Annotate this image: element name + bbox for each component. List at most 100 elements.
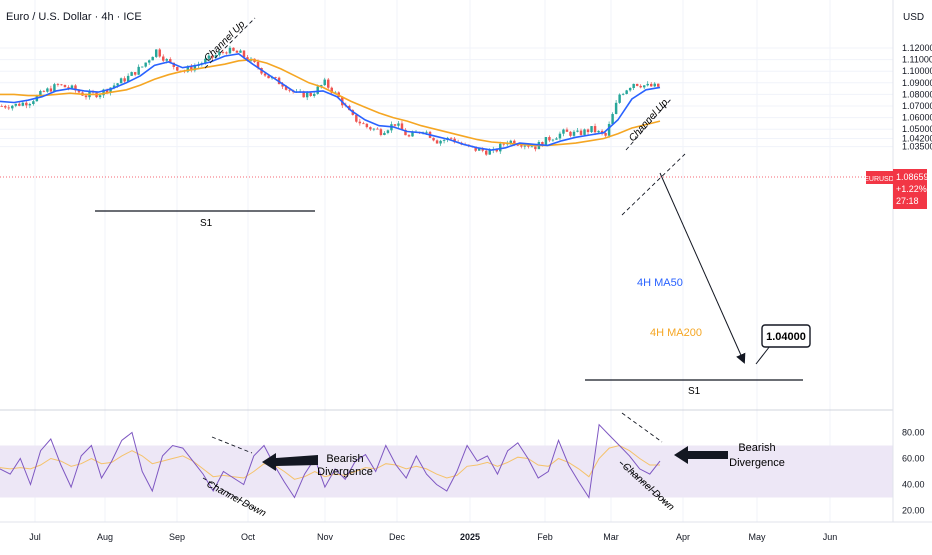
time-tick-label: May <box>748 532 766 542</box>
projection-arrow <box>659 172 746 364</box>
candle-body <box>453 138 456 143</box>
candle-body <box>323 79 326 86</box>
candle-body <box>39 91 42 96</box>
candle-body <box>4 106 7 108</box>
time-tick-label: Aug <box>97 532 113 542</box>
candle-body <box>288 89 291 91</box>
candle-body <box>284 86 288 90</box>
ma200-label: 4H MA200 <box>650 327 702 339</box>
channel-up-1-top <box>204 17 256 69</box>
candle-body <box>649 83 653 87</box>
price-tag-countdown: 27:18 <box>896 196 919 206</box>
rsi-line <box>0 423 661 499</box>
candle-body <box>105 89 109 93</box>
candle-body <box>46 88 49 92</box>
bearish-arrow-2 <box>674 446 728 464</box>
time-tick-label: Sep <box>169 532 185 542</box>
candle-body <box>162 56 165 61</box>
candle-body <box>126 75 130 82</box>
candle-body <box>527 145 530 147</box>
candle-body <box>400 123 404 130</box>
candle-body <box>372 128 376 130</box>
candle-body <box>319 85 323 87</box>
target-callout-label: 1.04000 <box>766 331 806 343</box>
rsi-tick-label: 40.00 <box>902 480 925 490</box>
candle-body <box>84 95 88 98</box>
candle-body <box>379 129 383 135</box>
candle-body <box>432 137 435 141</box>
candle-body <box>621 93 625 95</box>
candle-body <box>576 130 579 132</box>
candle-body <box>211 55 214 58</box>
candle-body <box>116 83 119 86</box>
candle-body <box>484 150 488 155</box>
candle-body <box>646 83 649 86</box>
candle-body <box>42 91 46 92</box>
rsi-tick-label: 60.00 <box>902 454 925 464</box>
candle-body <box>25 102 28 106</box>
candle-body <box>133 72 137 75</box>
candle-body <box>176 66 179 71</box>
candle-body <box>21 102 25 106</box>
candle-body <box>565 129 569 132</box>
candle-body <box>214 55 218 58</box>
time-tick-label: 2025 <box>460 532 480 542</box>
time-tick-label: Nov <box>317 532 334 542</box>
currency-label[interactable]: USD <box>903 12 924 23</box>
candle-body <box>53 84 56 92</box>
bearish-2-line2: Divergence <box>729 457 785 469</box>
bearish-1-line1: Bearish <box>326 453 363 465</box>
candle-body <box>404 129 407 136</box>
candle-body <box>28 103 32 106</box>
rsi-band <box>0 445 893 498</box>
price-tick-label: 1.04200 <box>902 133 932 143</box>
target-callout-box <box>761 324 811 348</box>
bearish-arrow-1 <box>262 453 318 471</box>
price-tag-symbol-bg <box>866 171 893 184</box>
candle-body <box>411 132 414 137</box>
rsi-axis: 80.00 60.00 40.00 20.00 <box>902 428 925 516</box>
price-tick-label: 1.09000 <box>902 78 932 88</box>
ma50-line <box>0 52 661 151</box>
candle-body <box>530 146 534 148</box>
candle-body <box>102 89 105 96</box>
time-tick-label: Oct <box>241 532 256 542</box>
candle-body <box>383 132 386 135</box>
price-tag-symbol: EURUSD <box>864 176 894 183</box>
candle-body <box>593 126 597 133</box>
candle-body <box>625 90 628 94</box>
candle-body <box>477 148 481 151</box>
candle-body <box>7 107 11 109</box>
candle-body <box>369 127 372 130</box>
candle-body <box>499 143 502 152</box>
candle-body <box>190 66 193 71</box>
candle-body <box>327 79 330 88</box>
candle-body <box>435 140 439 144</box>
candle-body <box>407 135 411 137</box>
grid-layer <box>0 0 893 522</box>
candle-body <box>376 128 379 130</box>
candle-body <box>246 57 249 61</box>
price-tick-label: 1.11000 <box>902 55 932 65</box>
candle-body <box>204 58 207 64</box>
candle-body <box>548 137 551 141</box>
candle-body <box>555 138 558 140</box>
candle-body <box>60 84 63 86</box>
ma50-label: 4H MA50 <box>637 277 683 289</box>
channel-up-2-top <box>625 97 673 151</box>
candle-body <box>393 124 397 126</box>
candle-body <box>147 60 151 63</box>
candle-body <box>653 83 656 87</box>
candle-body <box>597 130 600 133</box>
candle-body <box>11 105 14 109</box>
candle-body <box>144 62 147 67</box>
candle-body <box>569 131 572 136</box>
time-tick-label: Jul <box>29 532 41 542</box>
candle-body <box>154 49 158 57</box>
time-axis: Jul Aug Sep Oct Nov Dec 2025 Feb Mar Apr May Jun <box>29 532 837 542</box>
candle-body <box>502 143 506 145</box>
candle-body <box>635 83 639 86</box>
candle-body <box>590 126 593 133</box>
